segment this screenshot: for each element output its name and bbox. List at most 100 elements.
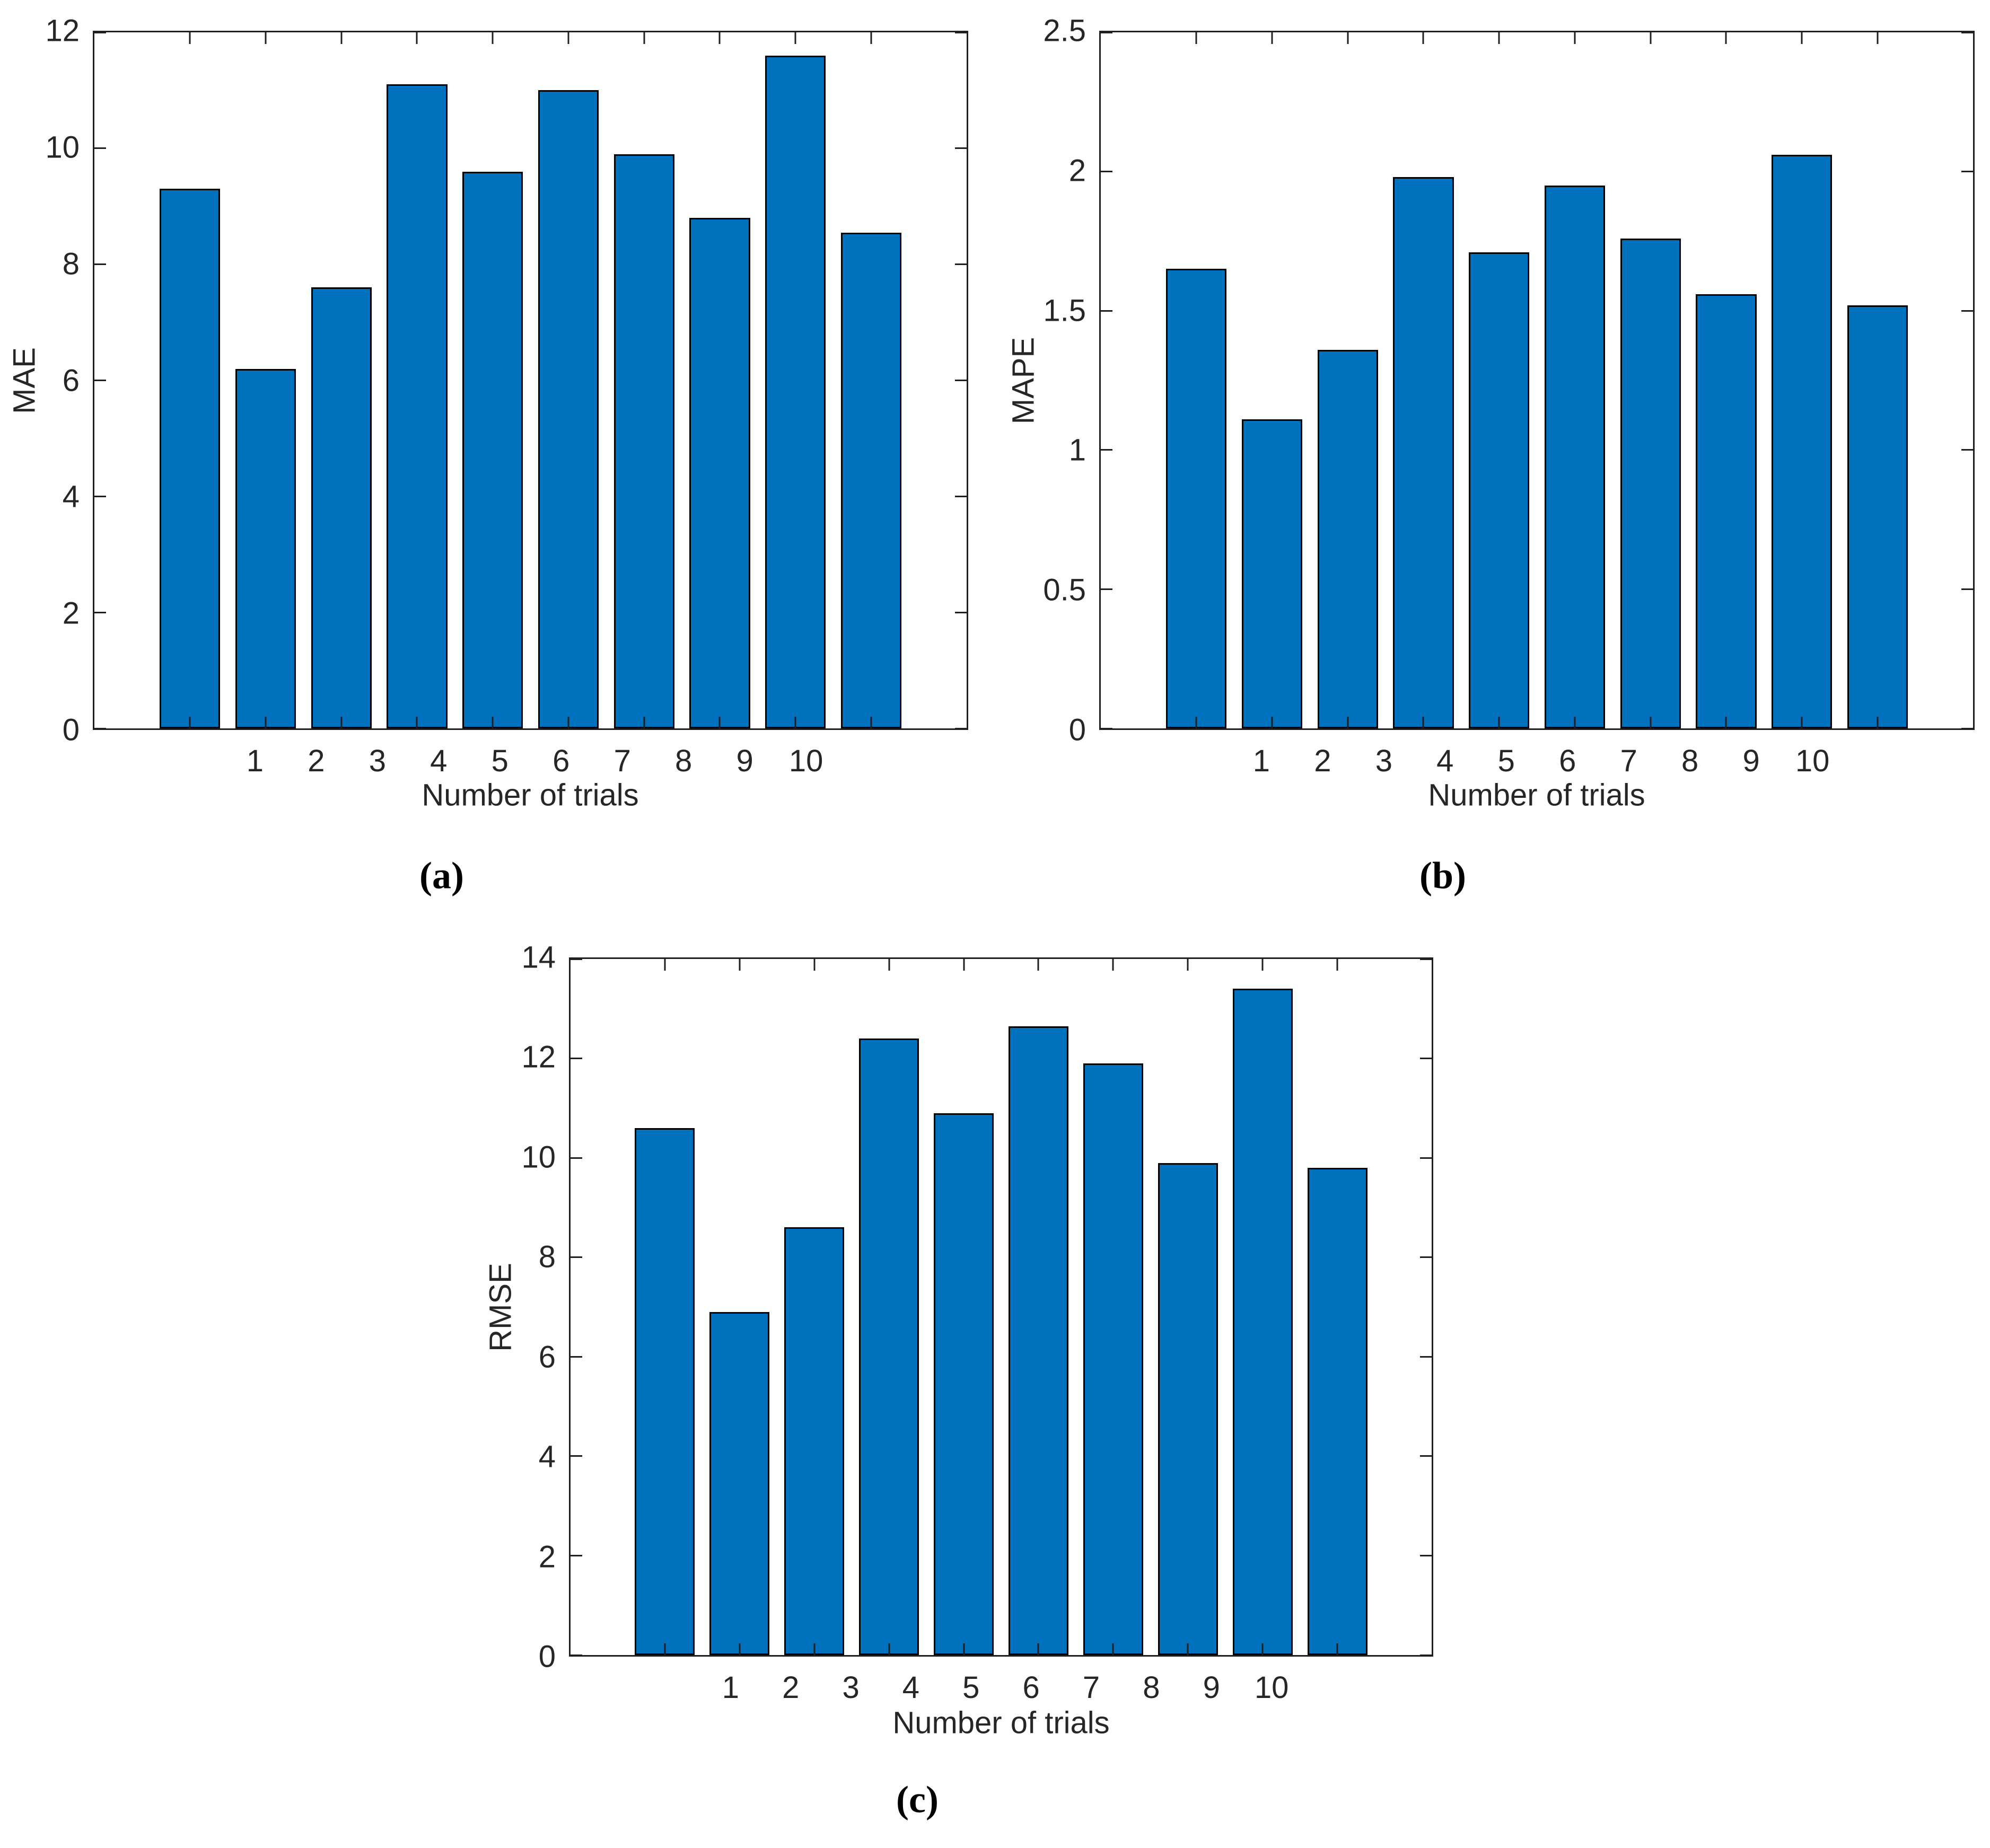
bar-slot-trial-2 (702, 959, 777, 1655)
x-tick-mark (718, 717, 721, 728)
bar-slot-trial-7 (1076, 959, 1151, 1655)
x-tick-mark (1650, 32, 1652, 44)
y-tick-mark (955, 727, 967, 729)
y-tick-label: 10 (521, 1140, 556, 1175)
bar-slot-trial-1 (627, 959, 702, 1655)
bar-slot-trial-9 (1764, 32, 1840, 728)
y-tick-mark (1961, 171, 1973, 173)
x-tick-label: 1 (1252, 744, 1270, 778)
bar-slot-trial-6 (1537, 32, 1613, 728)
y-tick-mark (571, 1256, 582, 1259)
panel-caption-b: (b) (1419, 854, 1466, 897)
x-tick-mark (492, 717, 494, 728)
x-axis-label-b: Number of trials (1428, 778, 1645, 813)
bar-trial-3 (784, 1227, 845, 1655)
bar-slot-trial-6 (1001, 959, 1076, 1655)
y-tick-mark (1101, 31, 1112, 33)
x-tick-label: 7 (1620, 744, 1637, 778)
x-tick-label: 8 (1143, 1670, 1160, 1705)
x-tick-mark (1187, 959, 1189, 971)
x-tick-label: 2 (308, 744, 325, 778)
bar-trial-8 (689, 218, 750, 728)
y-tick-mark (571, 1554, 582, 1556)
x-tick-mark (1037, 959, 1039, 971)
y-tick-mark (1961, 588, 1973, 590)
x-tick-label: 6 (1022, 1670, 1040, 1705)
y-tick-label: 14 (521, 940, 556, 975)
y-tick-mark (1101, 588, 1112, 590)
x-tick-label: 7 (1082, 1670, 1100, 1705)
bar-trial-1 (160, 189, 221, 728)
y-tick-label: 10 (45, 130, 80, 165)
x-tick-mark (567, 32, 569, 44)
y-tick-mark (94, 611, 106, 613)
y-tick-mark (94, 380, 106, 381)
x-tick-mark (1195, 32, 1197, 44)
x-tick-mark (1574, 717, 1576, 728)
bar-slot-trial-10 (1300, 959, 1375, 1655)
x-tick-mark (416, 32, 418, 44)
bar-slot-trial-8 (1151, 959, 1225, 1655)
plot-area-c (569, 957, 1433, 1657)
y-tick-mark (94, 727, 106, 729)
x-tick-label: 5 (1497, 744, 1515, 778)
x-tick-label: 4 (902, 1670, 920, 1705)
x-tick-mark (1112, 1643, 1114, 1655)
bar-trial-7 (613, 154, 674, 728)
y-tick-label: 4 (538, 1439, 556, 1474)
bar-trial-9 (1772, 155, 1833, 728)
x-tick-mark (1725, 32, 1727, 44)
bar-slot-trial-10 (1840, 32, 1916, 728)
x-tick-labels-c: 1 2 3 4 5 6 7 8 9 10 (569, 1658, 1433, 1705)
x-tick-label: 1 (722, 1670, 739, 1705)
y-tick-label: 2 (1068, 153, 1086, 188)
y-tick-mark (571, 1356, 582, 1358)
x-tick-mark (189, 32, 191, 44)
x-tick-mark (1261, 1643, 1264, 1655)
y-tick-label: 1 (1068, 433, 1086, 468)
x-tick-mark (963, 959, 965, 971)
x-tick-label: 9 (736, 744, 753, 778)
bar-slot-trial-5 (455, 32, 531, 728)
bar-slot-trial-7 (1612, 32, 1688, 728)
bar-trial-3 (311, 287, 372, 728)
x-tick-labels-a: 1 2 3 4 5 6 7 8 9 10 (93, 732, 968, 779)
bar-trial-9 (1232, 989, 1293, 1655)
y-tick-mark (1420, 1058, 1432, 1060)
x-tick-mark (870, 32, 872, 44)
x-tick-label: 6 (553, 744, 570, 778)
x-tick-mark (664, 959, 666, 971)
x-tick-mark (739, 959, 741, 971)
x-tick-mark (1347, 717, 1349, 728)
bar-trial-4 (387, 84, 448, 728)
y-tick-mark (94, 147, 106, 149)
x-tick-mark (1195, 717, 1197, 728)
bar-trial-5 (1469, 252, 1530, 728)
y-tick-mark (955, 380, 967, 381)
x-tick-mark (189, 717, 191, 728)
x-tick-mark (1498, 32, 1500, 44)
y-tick-label: 1.5 (1043, 293, 1086, 328)
x-tick-label: 10 (788, 744, 823, 778)
x-tick-label: 4 (1436, 744, 1454, 778)
x-tick-mark (794, 32, 796, 44)
y-tick-mark (955, 263, 967, 266)
bar-slot-trial-4 (852, 959, 926, 1655)
y-tick-label: 2 (62, 596, 80, 631)
bar-trial-7 (1620, 238, 1681, 728)
x-tick-label: 5 (962, 1670, 980, 1705)
x-tick-mark (567, 717, 569, 728)
y-tick-mark (1420, 1554, 1432, 1556)
bar-slot-trial-1 (152, 32, 228, 728)
x-tick-mark (1261, 959, 1264, 971)
x-axis-label-c: Number of trials (892, 1705, 1110, 1740)
x-tick-mark (643, 32, 645, 44)
x-tick-mark (1877, 32, 1879, 44)
y-tick-mark (1420, 1256, 1432, 1259)
x-axis-label-a: Number of trials (422, 778, 639, 813)
y-tick-mark (1961, 449, 1973, 451)
x-tick-mark (870, 717, 872, 728)
bars-row (1101, 32, 1973, 728)
bar-trial-3 (1317, 349, 1378, 728)
y-tick-label: 12 (521, 1040, 556, 1075)
